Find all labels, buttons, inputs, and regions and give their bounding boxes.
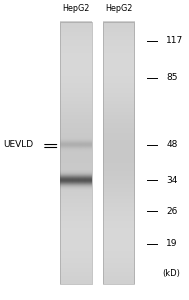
Text: HepG2: HepG2 <box>62 4 90 13</box>
Text: 26: 26 <box>166 207 178 216</box>
Text: (kD): (kD) <box>162 269 180 278</box>
Text: UEVLD: UEVLD <box>3 140 33 149</box>
Text: HepG2: HepG2 <box>105 4 132 13</box>
Bar <box>60 22 92 284</box>
Text: 19: 19 <box>166 239 178 248</box>
Text: 34: 34 <box>166 176 178 184</box>
Bar <box>103 22 134 284</box>
Text: 117: 117 <box>166 36 184 45</box>
Text: 85: 85 <box>166 74 178 82</box>
Text: 48: 48 <box>166 140 178 149</box>
